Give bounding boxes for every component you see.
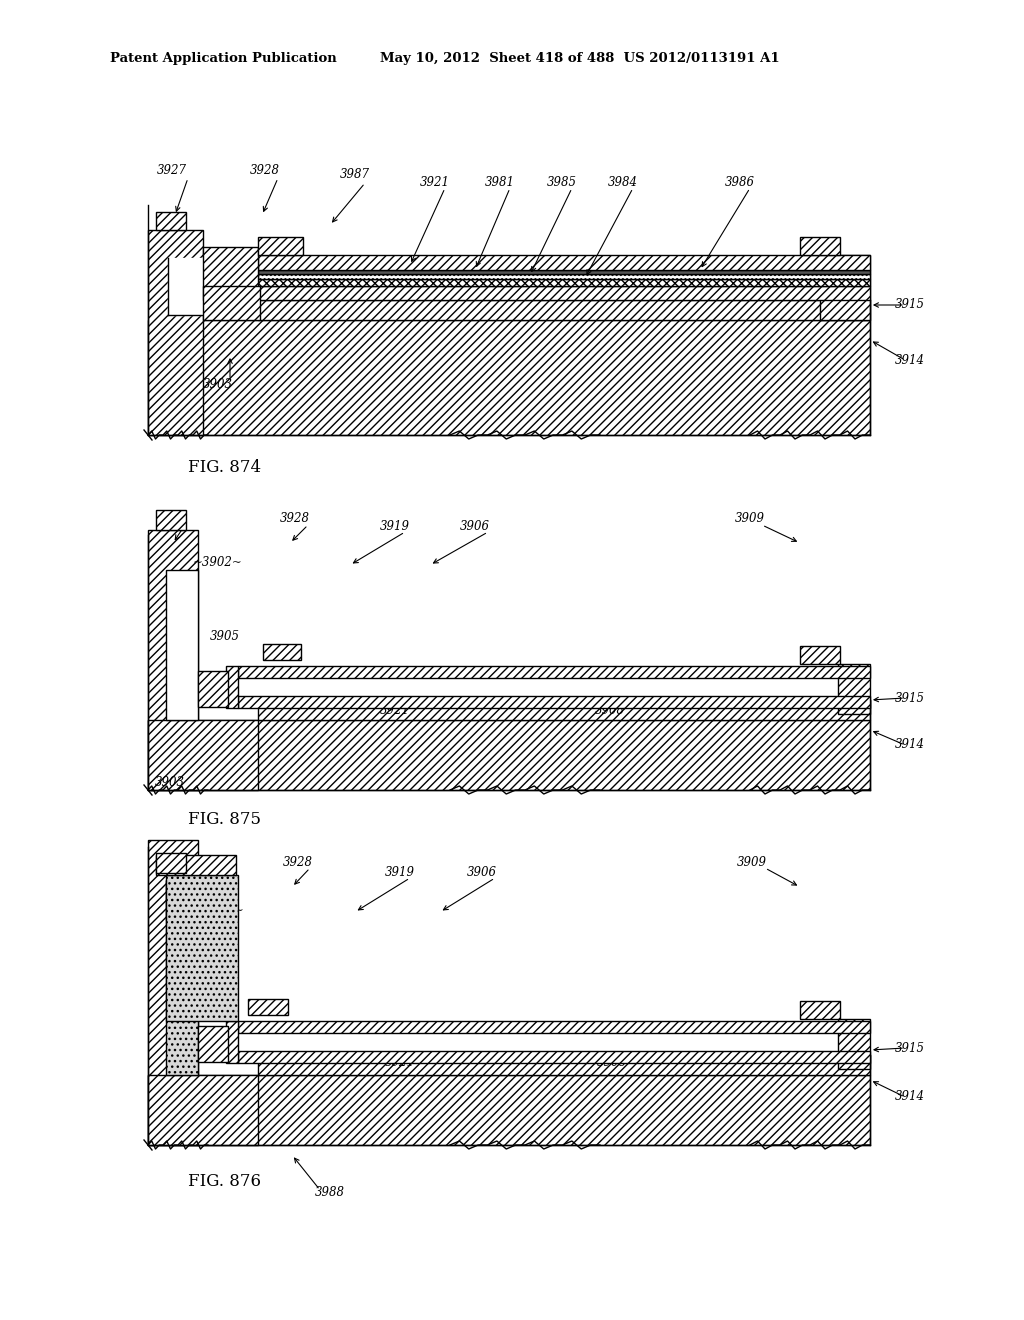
Bar [238,1051,870,1063]
Bar [156,213,186,230]
Text: 3928: 3928 [280,511,310,524]
Text: 3928: 3928 [283,855,313,869]
Text: 3921: 3921 [420,177,450,190]
Bar [258,700,870,719]
Bar [838,664,870,714]
Bar [258,300,870,319]
Bar [258,275,870,279]
Bar [203,286,260,319]
Text: 3909: 3909 [737,855,767,869]
Text: ~3902~: ~3902~ [194,556,243,569]
Text: 3928: 3928 [250,164,280,177]
Text: 3908: 3908 [595,704,625,717]
Bar [238,667,870,678]
Text: 3903: 3903 [203,379,233,392]
Text: 3915: 3915 [895,298,925,312]
Text: 3906: 3906 [467,866,497,879]
Bar [238,696,870,708]
Bar [148,319,870,436]
Text: 3981: 3981 [485,177,515,190]
Bar [226,667,238,708]
Bar [258,279,870,286]
Text: 3919: 3919 [380,520,410,533]
Text: 3921: 3921 [385,1056,415,1068]
Text: 3914: 3914 [895,1090,925,1104]
Bar [166,875,238,1020]
Bar [148,719,870,789]
Bar [156,855,236,875]
Bar [168,257,205,315]
Bar [800,238,840,255]
Bar [820,255,870,319]
Bar [263,644,301,660]
Text: 3909: 3909 [735,511,765,524]
Text: 3987: 3987 [340,169,370,181]
Bar [248,999,288,1015]
Bar [148,1074,870,1144]
Text: May 10, 2012  Sheet 418 of 488  US 2012/0113191 A1: May 10, 2012 Sheet 418 of 488 US 2012/01… [380,51,779,65]
Bar [198,671,228,708]
Text: FIG. 876: FIG. 876 [188,1173,261,1191]
Text: 3915: 3915 [895,692,925,705]
Bar [166,880,198,920]
Text: 3986: 3986 [725,177,755,190]
Bar [258,271,870,275]
Text: 3927: 3927 [157,855,187,869]
Text: 3984: 3984 [608,177,638,190]
Bar [838,1019,870,1069]
Text: 3914: 3914 [895,738,925,751]
Bar [203,247,258,300]
Bar [166,570,198,719]
Text: 3921: 3921 [380,704,410,717]
Bar [156,853,186,873]
Text: 3905: 3905 [210,631,240,644]
Text: 3919: 3919 [385,866,415,879]
Text: 3908: 3908 [597,1056,627,1068]
Text: Patent Application Publication: Patent Application Publication [110,51,337,65]
Text: 3985: 3985 [547,177,577,190]
Text: 3903: 3903 [155,776,185,788]
Text: 3914: 3914 [895,354,925,367]
Bar [156,510,186,531]
Bar [148,531,198,789]
Text: 3927: 3927 [157,511,187,524]
Bar [166,880,198,1074]
Bar [148,719,258,789]
Text: ~3902~: ~3902~ [196,903,245,916]
Bar [148,230,203,436]
Bar [258,286,870,300]
Bar [148,1074,258,1144]
Bar [800,645,840,664]
Text: 3988: 3988 [315,1187,345,1200]
Text: 3906: 3906 [460,520,490,533]
Bar [148,840,198,1144]
Bar [198,1026,228,1063]
Bar [226,1020,238,1063]
Bar [258,255,870,271]
Text: 3927: 3927 [157,164,187,177]
Text: FIG. 875: FIG. 875 [188,812,261,829]
Bar [800,1001,840,1019]
Bar [258,1055,870,1074]
Text: 3915: 3915 [895,1041,925,1055]
Text: 3905: 3905 [210,982,240,994]
Bar [258,238,303,255]
Bar [238,1020,870,1034]
Text: FIG. 874: FIG. 874 [188,459,261,477]
